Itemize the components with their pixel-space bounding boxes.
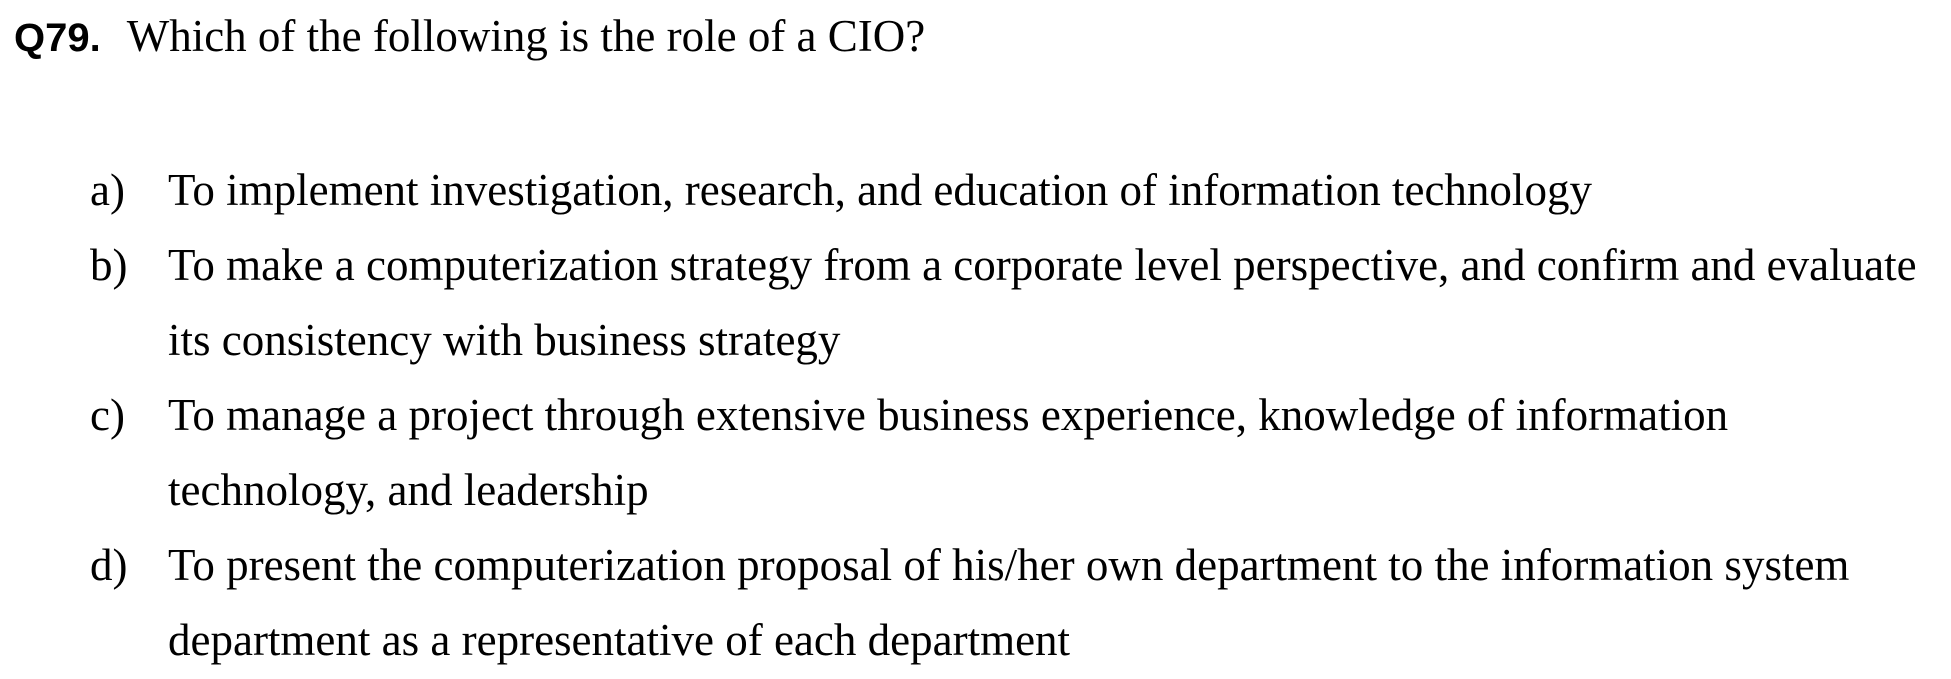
option-letter: c) [90, 390, 125, 440]
answer-options: a) To implement investigation, research,… [90, 153, 1945, 678]
option-d: d) To present the computerization propos… [90, 528, 1945, 678]
option-b: b) To make a computerization strategy fr… [90, 228, 1945, 378]
option-letter: b) [90, 240, 128, 290]
option-c: c) To manage a project through extensive… [90, 378, 1945, 528]
option-letter: d) [90, 540, 128, 590]
option-text: To make a computerization strategy from … [168, 240, 1917, 365]
question-text: Which of the following is the role of a … [126, 11, 926, 61]
option-text: To present the computerization proposal … [168, 540, 1850, 665]
option-a: a) To implement investigation, research,… [90, 153, 1945, 228]
option-text: To manage a project through extensive bu… [168, 390, 1729, 515]
question-number: Q79. [14, 16, 101, 60]
question-header: Q79. Which of the following is the role … [14, 10, 925, 62]
option-text: To implement investigation, research, an… [168, 165, 1592, 215]
option-letter: a) [90, 165, 125, 215]
